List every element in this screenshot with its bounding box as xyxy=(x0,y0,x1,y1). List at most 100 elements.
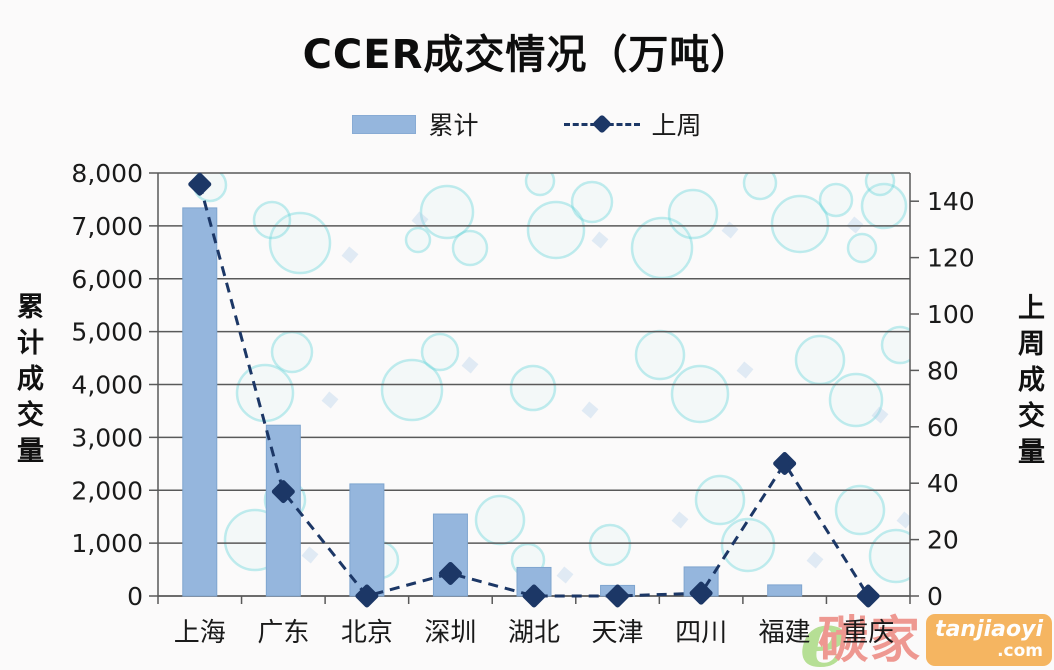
bubble-icon xyxy=(509,364,557,412)
sparkle-diamond-icon xyxy=(591,231,609,249)
logo-domain-badge: tanjiaoyi .com xyxy=(926,614,1052,666)
bubble-icon xyxy=(846,232,878,264)
right-tick-label: 120 xyxy=(927,244,975,273)
sparkle-diamond-icon xyxy=(581,401,599,419)
marker-福建 xyxy=(773,451,797,475)
bubble-icon xyxy=(694,474,746,526)
bar-湖北 xyxy=(516,566,552,597)
sparkle-diamond-icon xyxy=(321,391,339,409)
bubble-icon xyxy=(451,229,489,267)
marker-重庆 xyxy=(856,584,880,608)
right-tick-label: 20 xyxy=(927,526,959,555)
left-tick-label: 3,000 xyxy=(71,423,143,452)
bubble-icon xyxy=(252,200,292,240)
left-axis-title: 累计成交量 xyxy=(12,292,43,472)
line-marker-swatch-icon xyxy=(563,113,640,134)
legend-item-lastweek: 上周 xyxy=(563,106,702,142)
legend: 累计 上周 xyxy=(0,108,1054,140)
watermark-bubbles xyxy=(192,173,910,584)
category-label-湖北: 湖北 xyxy=(508,618,560,648)
sparkle-diamond-icon xyxy=(806,551,824,569)
left-tick-label: 2,000 xyxy=(71,476,143,505)
sparkle-diamond-icon xyxy=(871,406,889,424)
right-tick-label: 0 xyxy=(927,582,943,611)
bubble-icon xyxy=(474,494,526,546)
watermark-logo: e 碳家 tanjiaoyi .com xyxy=(799,595,1052,670)
bubble-icon xyxy=(570,180,614,224)
category-label-四川: 四川 xyxy=(675,618,727,648)
right-tick-label: 60 xyxy=(927,413,959,442)
bubble-icon xyxy=(404,226,432,254)
left-tick-label: 1,000 xyxy=(71,529,143,558)
bar-福建 xyxy=(767,584,803,597)
sparkle-diamond-icon xyxy=(556,566,574,584)
category-label-天津: 天津 xyxy=(592,618,644,648)
marker-四川 xyxy=(689,581,713,605)
bubble-icon xyxy=(834,484,886,536)
marker-上海 xyxy=(188,172,212,196)
right-axis-title: 上周成交量 xyxy=(1013,293,1044,473)
right-tick-label: 100 xyxy=(927,300,975,329)
bubble-icon xyxy=(270,330,314,374)
bubble-icon xyxy=(868,528,910,584)
bubble-icon xyxy=(670,364,730,424)
bar-深圳 xyxy=(432,513,468,597)
bubble-icon xyxy=(380,358,444,422)
sparkle-diamond-icon xyxy=(896,511,910,529)
bubble-icon xyxy=(794,334,846,386)
sparkle-diamond-icon xyxy=(736,361,754,379)
marker-广东 xyxy=(271,480,295,504)
bubble-icon xyxy=(235,363,295,423)
sparkle-diamond-icon xyxy=(671,511,689,529)
bubble-icon xyxy=(742,173,778,201)
legend-label-cumulative: 累计 xyxy=(428,111,479,140)
bubble-icon xyxy=(880,325,910,365)
bubble-icon xyxy=(634,329,686,381)
bubble-icon xyxy=(268,211,332,275)
sparkle-diamond-icon xyxy=(411,211,429,229)
marker-深圳 xyxy=(438,561,462,585)
sparkle-diamond-icon xyxy=(846,216,864,234)
left-tick-label: 4,000 xyxy=(71,371,143,400)
bubble-icon xyxy=(864,173,896,197)
category-label-福建: 福建 xyxy=(759,618,811,648)
category-label-北京: 北京 xyxy=(341,618,393,648)
bubble-icon xyxy=(860,182,908,230)
sparkle-diamond-icon xyxy=(301,546,319,564)
bar-北京 xyxy=(349,483,385,597)
right-tick-label: 140 xyxy=(927,187,975,216)
bubble-icon xyxy=(588,523,632,567)
bubble-icon xyxy=(524,173,556,197)
marker-湖北 xyxy=(522,584,546,608)
sparkle-diamond-icon xyxy=(721,221,739,239)
logo-cn-text: 碳家 xyxy=(818,611,923,669)
bubble-icon xyxy=(720,517,776,573)
bar-swatch-icon xyxy=(352,114,417,134)
lastweek-line xyxy=(198,183,870,598)
bubble-icon xyxy=(667,188,719,240)
logo-e-swirl-icon: e xyxy=(799,595,849,670)
bubble-icon xyxy=(420,332,460,372)
left-tick-label: 0 xyxy=(127,582,143,611)
bar-上海 xyxy=(182,207,218,597)
left-tick-label: 7,000 xyxy=(71,212,143,241)
bubble-icon xyxy=(770,194,830,254)
right-tick-label: 40 xyxy=(927,469,959,498)
bubble-icon xyxy=(818,182,854,218)
left-tick-label: 8,000 xyxy=(71,159,143,188)
right-tick-label: 80 xyxy=(927,356,959,385)
bubble-icon xyxy=(419,184,475,240)
category-label-深圳: 深圳 xyxy=(424,618,476,648)
legend-label-lastweek: 上周 xyxy=(651,111,702,140)
marker-北京 xyxy=(355,584,379,608)
sparkle-diamond-icon xyxy=(341,246,359,264)
category-label-广东: 广东 xyxy=(257,618,309,648)
chart-title: CCER成交情况（万吨） xyxy=(302,32,752,78)
category-label-重庆: 重庆 xyxy=(842,618,894,648)
left-tick-label: 6,000 xyxy=(71,265,143,294)
bubble-icon xyxy=(526,200,586,260)
category-label-上海: 上海 xyxy=(174,618,226,648)
left-tick-label: 5,000 xyxy=(71,318,143,347)
legend-item-cumulative: 累计 xyxy=(352,106,479,142)
marker-天津 xyxy=(606,584,630,608)
